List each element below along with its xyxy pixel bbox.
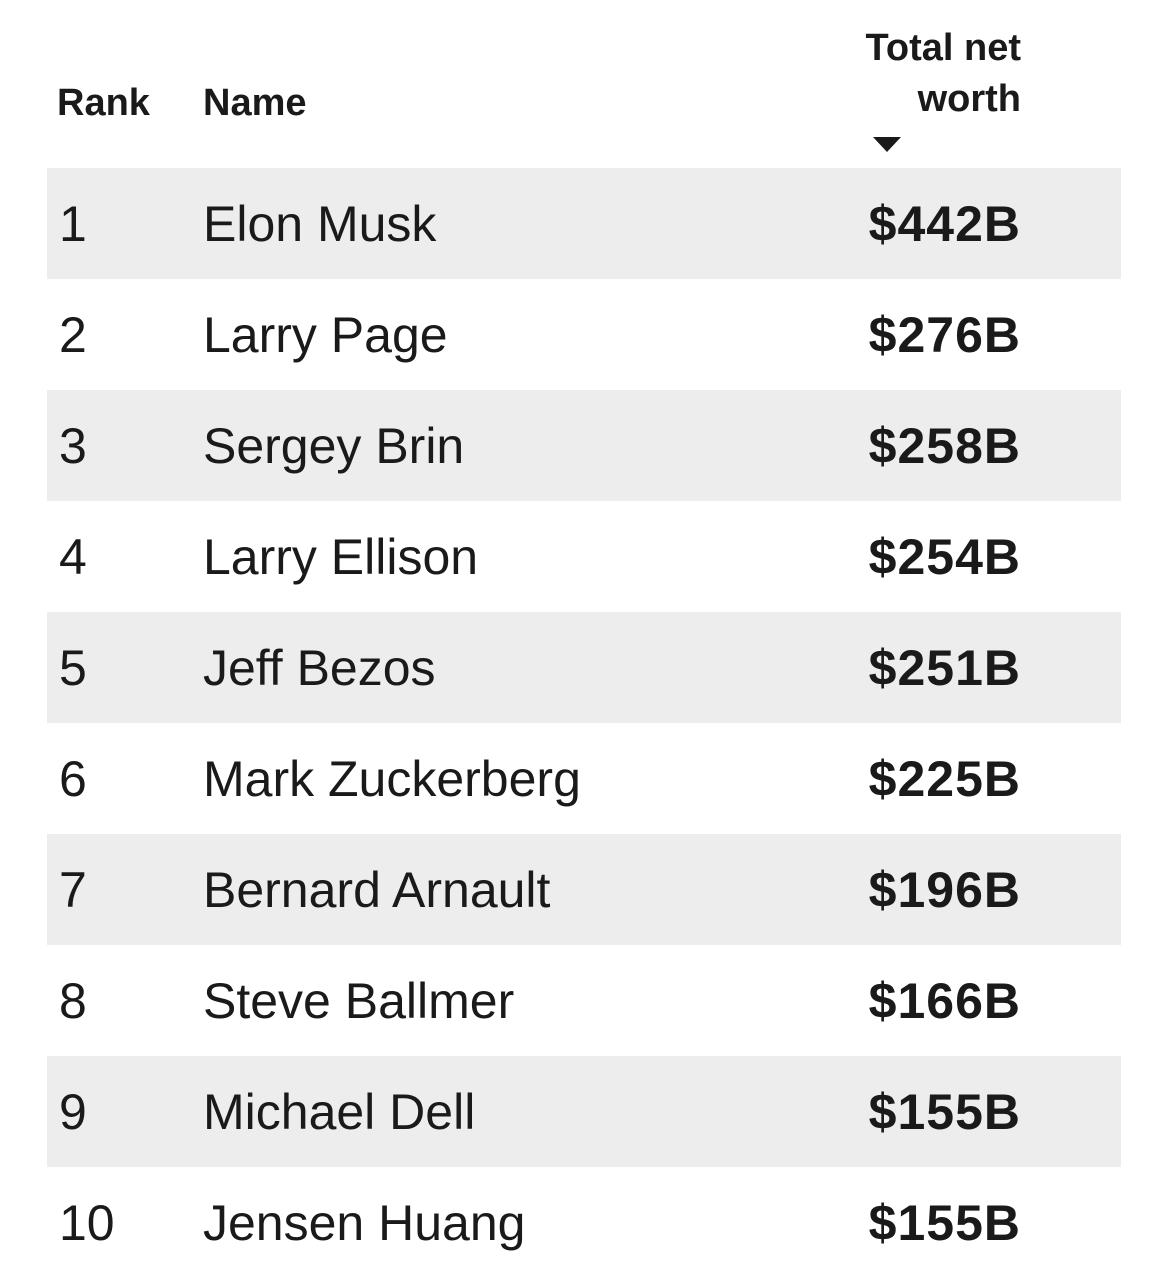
net-worth-cell: $442B: [868, 195, 1021, 252]
rank-cell: 3: [59, 417, 87, 474]
table-row: 9 Michael Dell $155B: [47, 1056, 1121, 1167]
table-body: 1 Elon Musk $442B 2 Larry Page $276B 3 S…: [0, 168, 1168, 1278]
name-cell: Mark Zuckerberg: [203, 750, 581, 807]
net-worth-cell: $166B: [868, 972, 1021, 1029]
name-cell: Jeff Bezos: [203, 639, 436, 696]
net-worth-cell: $225B: [868, 750, 1021, 807]
name-cell: Bernard Arnault: [203, 861, 551, 918]
rank-cell: 1: [59, 195, 87, 252]
net-worth-cell: $276B: [868, 306, 1021, 363]
table-row: 4 Larry Ellison $254B: [47, 501, 1121, 612]
table-row: 2 Larry Page $276B: [47, 279, 1121, 390]
table-row: 3 Sergey Brin $258B: [47, 390, 1121, 501]
rank-cell: 6: [59, 750, 87, 807]
table-row: 8 Steve Ballmer $166B: [47, 945, 1121, 1056]
name-cell: Larry Ellison: [203, 528, 479, 585]
net-worth-cell: $155B: [868, 1194, 1021, 1251]
name-cell: Sergey Brin: [203, 417, 465, 474]
rank-cell: 4: [59, 528, 87, 585]
table-row: 10 Jensen Huang $155B: [47, 1167, 1121, 1278]
net-worth-header-label: Total net worth: [865, 27, 1021, 120]
table-header: Rank Name Total net worth: [0, 0, 1168, 168]
table-row: 7 Bernard Arnault $196B: [47, 834, 1121, 945]
rank-cell: 2: [59, 306, 87, 363]
net-worth-cell: $196B: [868, 861, 1021, 918]
name-column-header: Name: [203, 82, 307, 125]
sort-desc-triangle-icon[interactable]: [873, 137, 901, 152]
rank-column-header: Rank: [57, 82, 150, 125]
rank-cell: 8: [59, 972, 87, 1029]
name-cell: Steve Ballmer: [203, 972, 515, 1029]
name-cell: Elon Musk: [203, 195, 437, 252]
table-row: 5 Jeff Bezos $251B: [47, 612, 1121, 723]
rank-cell: 10: [59, 1194, 115, 1251]
table-row: 6 Mark Zuckerberg $225B: [47, 723, 1121, 834]
net-worth-column-header[interactable]: Total net worth: [865, 23, 1121, 152]
rank-cell: 5: [59, 639, 87, 696]
net-worth-cell: $254B: [868, 528, 1021, 585]
table-row: 1 Elon Musk $442B: [47, 168, 1121, 279]
net-worth-cell: $258B: [868, 417, 1021, 474]
net-worth-cell: $251B: [868, 639, 1021, 696]
name-cell: Jensen Huang: [203, 1194, 526, 1251]
rank-cell: 9: [59, 1083, 87, 1140]
rank-cell: 7: [59, 861, 87, 918]
name-cell: Michael Dell: [203, 1083, 476, 1140]
net-worth-cell: $155B: [868, 1083, 1021, 1140]
name-cell: Larry Page: [203, 306, 448, 363]
